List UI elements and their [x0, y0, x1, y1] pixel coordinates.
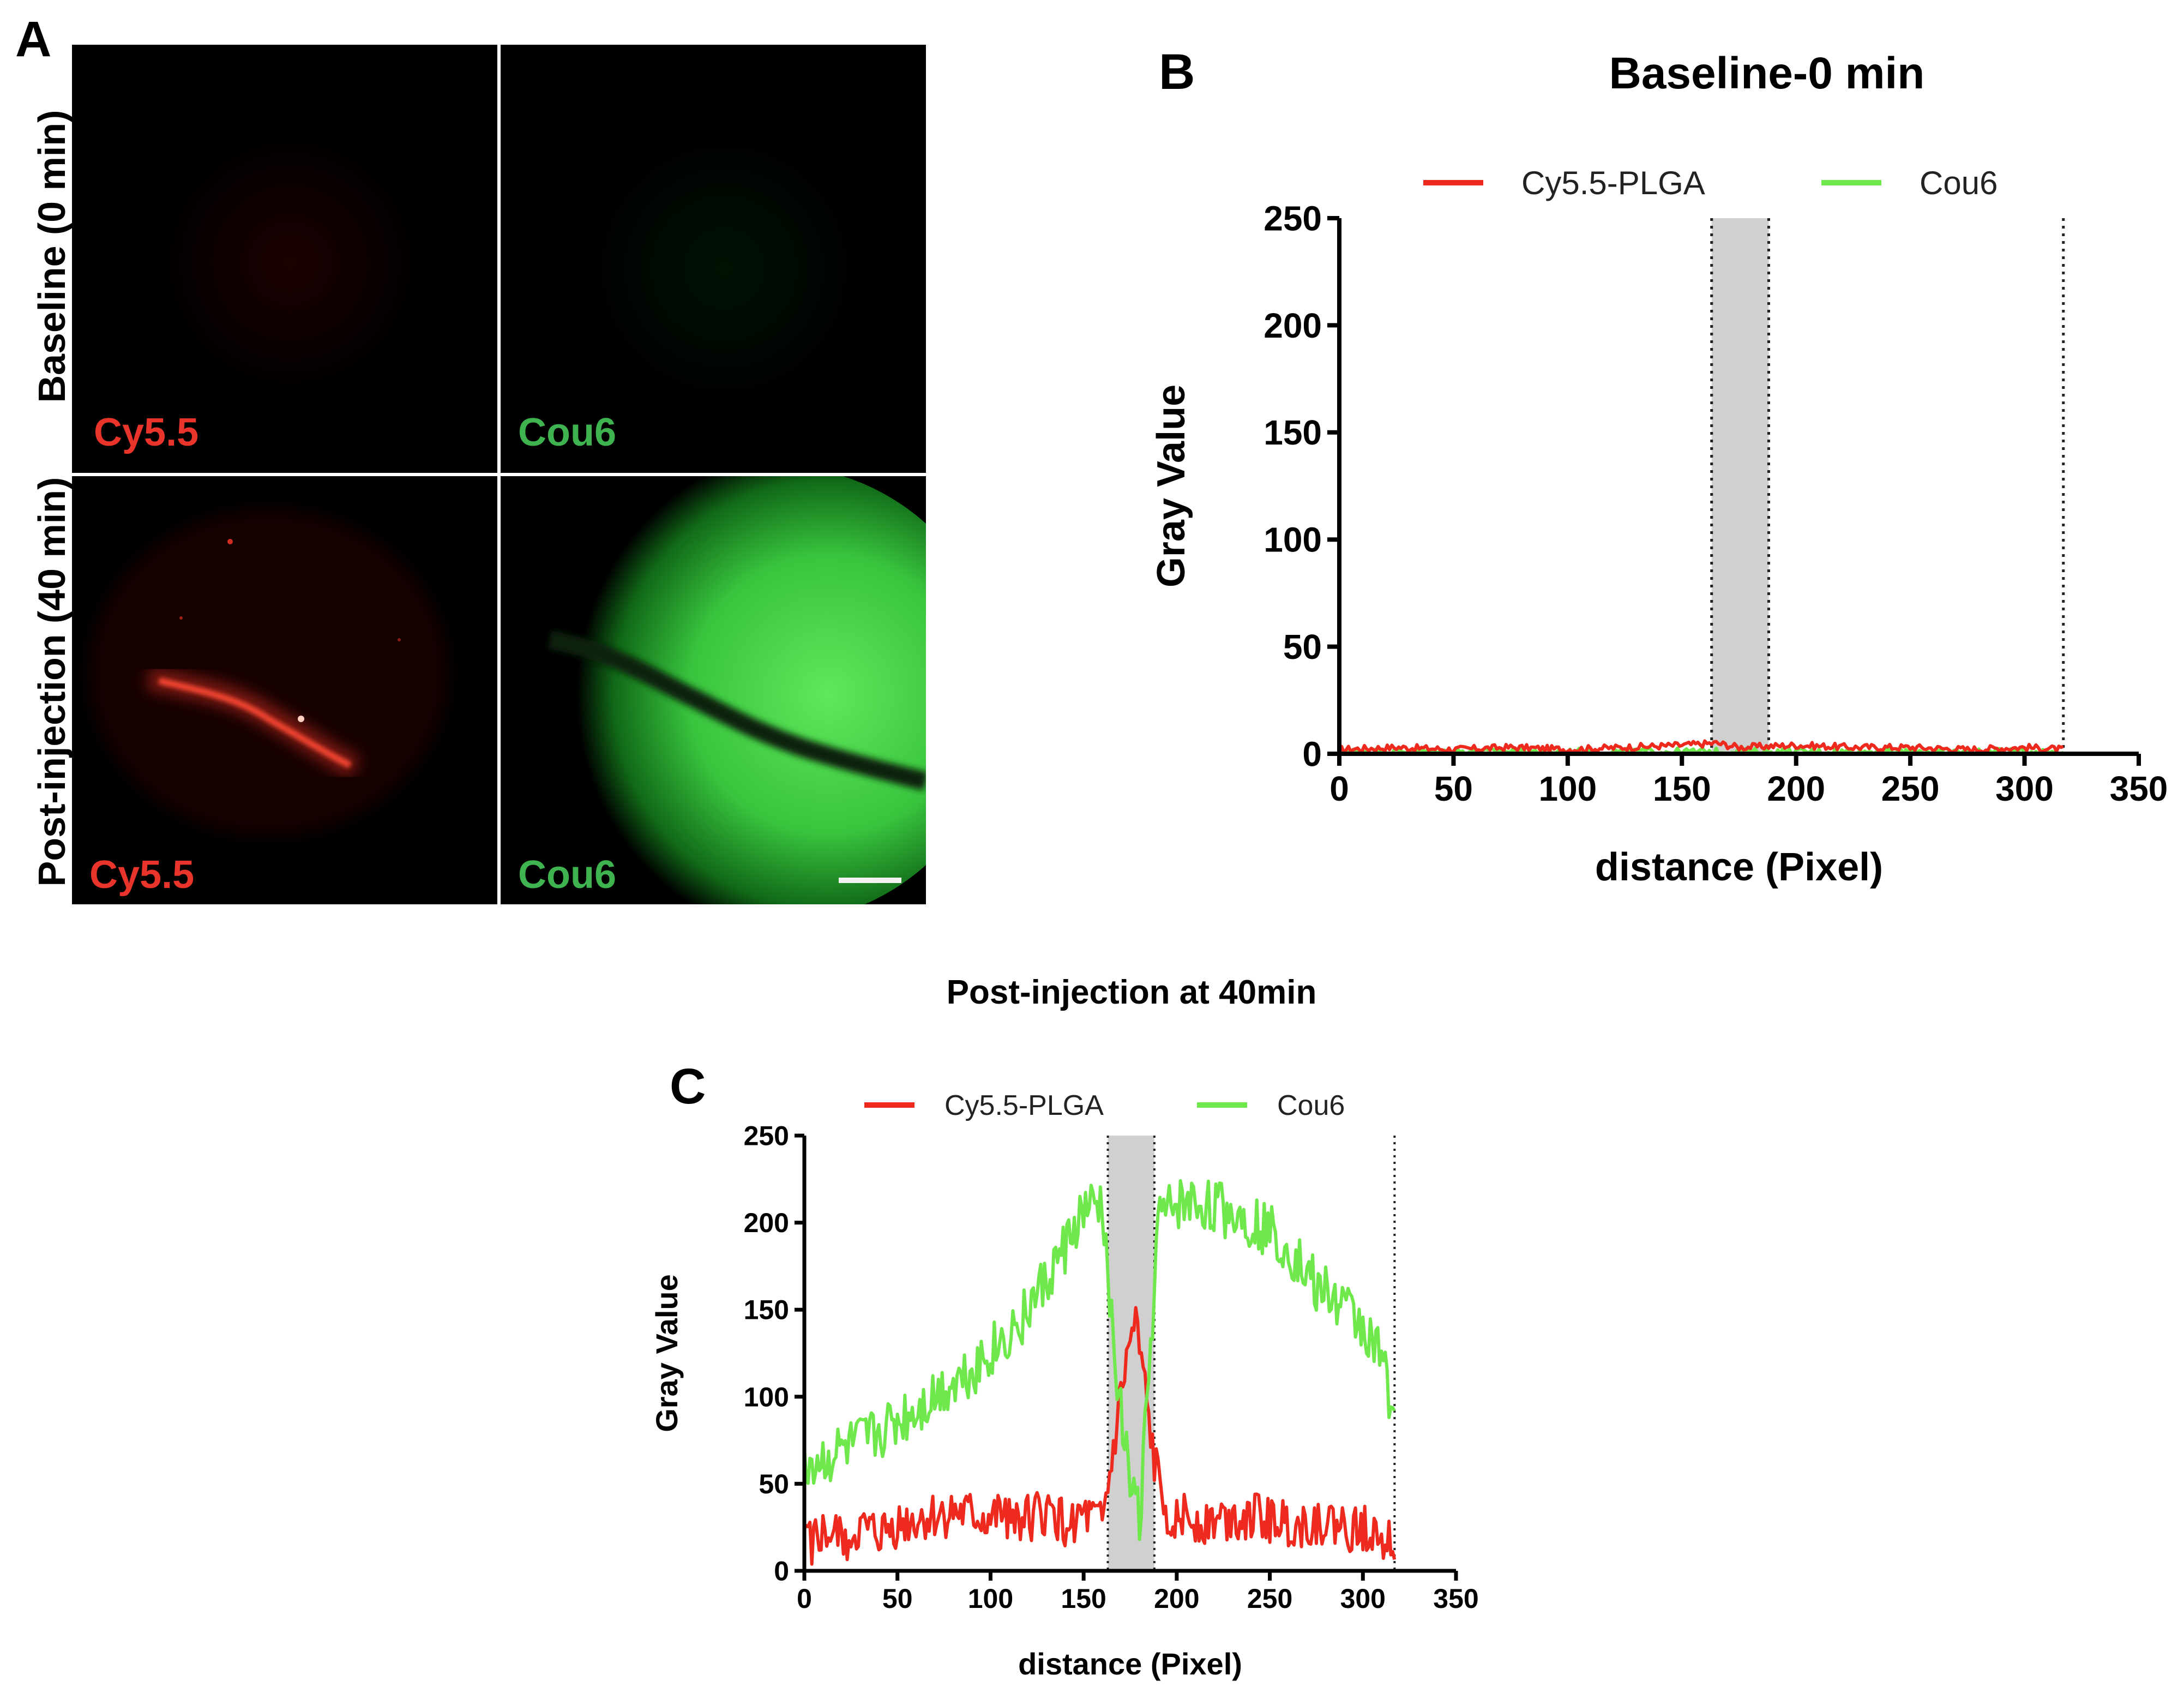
- x-axis-label: distance (Pixel): [1595, 845, 1883, 889]
- y-axis-label: Gray Value: [1150, 385, 1193, 587]
- chart-title: Post-injection at 40min: [947, 974, 1317, 1011]
- x-tick-label: 0: [797, 1583, 812, 1614]
- image-post-cou6: Cou6: [501, 476, 926, 904]
- legend-label-2: Cou6: [1277, 1090, 1345, 1121]
- legend-label-1: Cy5.5-PLGA: [944, 1090, 1104, 1121]
- x-tick-label: 150: [1061, 1583, 1106, 1614]
- legend-label-1: Cy5.5-PLGA: [1521, 165, 1705, 201]
- x-tick-label: 50: [1434, 769, 1473, 808]
- panel-c-letter: C: [670, 1059, 706, 1114]
- x-tick-label: 200: [1154, 1583, 1199, 1614]
- row-label-baseline: Baseline (0 min): [31, 110, 73, 403]
- x-tick-label: 350: [2110, 769, 2168, 808]
- y-tick-label: 50: [759, 1469, 789, 1499]
- chart-c-post-injection: Post-injection at 40min 0 50 100 150 200 250 0 5…: [649, 974, 1479, 1681]
- y-tick-label: 150: [744, 1295, 789, 1325]
- x-tick-label: 200: [1767, 769, 1825, 808]
- y-tick-label: 250: [744, 1121, 789, 1151]
- channel-label-cy55-baseline: Cy5.5: [94, 411, 199, 454]
- x-tick-label: 100: [968, 1583, 1013, 1614]
- y-tick-label: 0: [774, 1556, 789, 1587]
- y-tick-label: 200: [744, 1208, 789, 1238]
- x-tick-label: 300: [1340, 1583, 1386, 1614]
- chart-title: Baseline-0 min: [1609, 49, 1925, 98]
- x-tick-label: 100: [1538, 769, 1597, 808]
- y-tick-label: 0: [1302, 734, 1322, 773]
- y-tick-label: 100: [1264, 520, 1322, 560]
- scale-bar: [839, 878, 901, 883]
- cy55-vessel-signal: [88, 509, 448, 836]
- x-tick-label: 0: [1329, 769, 1349, 808]
- x-axis-label: distance (Pixel): [1018, 1647, 1242, 1681]
- row-label-post-injection: Post-injection (40 min): [31, 477, 73, 887]
- y-tick-label: 150: [1264, 413, 1322, 452]
- series-line-cou6: [803, 1179, 1396, 1541]
- cou6-fluorescence-signal: [544, 476, 926, 904]
- image-baseline-cy55: Cy5.5: [72, 45, 497, 473]
- x-tick-label: 50: [882, 1583, 913, 1614]
- y-tick-label: 250: [1264, 199, 1322, 238]
- x-tick-label: 250: [1247, 1583, 1292, 1614]
- channel-label-cou6-baseline: Cou6: [518, 411, 616, 454]
- y-tick-label: 100: [744, 1382, 789, 1412]
- y-tick-label: 50: [1283, 627, 1322, 667]
- channel-label-cy55-post: Cy5.5: [89, 853, 195, 897]
- image-baseline-cou6: Cou6: [501, 45, 926, 473]
- y-tick-label: 200: [1264, 306, 1322, 345]
- shaded-region: [1711, 218, 1769, 754]
- series-line-cy5-5-plga: [803, 1306, 1397, 1566]
- y-axis-label: Gray Value: [649, 1274, 684, 1432]
- chart-b-baseline: Baseline-0 min 0 50 100 150 200 250 0 50 100 150 20…: [1150, 49, 2168, 889]
- series-line-cy5-5-plga: [1339, 739, 2064, 755]
- x-tick-label: 150: [1653, 769, 1711, 808]
- legend-label-2: Cou6: [1920, 165, 1998, 201]
- x-tick-label: 350: [1433, 1583, 1478, 1614]
- channel-label-cou6-post: Cou6: [518, 853, 616, 897]
- panel-a-letter: A: [15, 11, 52, 67]
- x-tick-label: 300: [1995, 769, 2054, 808]
- image-post-cy55: Cy5.5: [72, 476, 497, 904]
- panel-b-letter: B: [1159, 44, 1195, 100]
- x-tick-label: 250: [1881, 769, 1940, 808]
